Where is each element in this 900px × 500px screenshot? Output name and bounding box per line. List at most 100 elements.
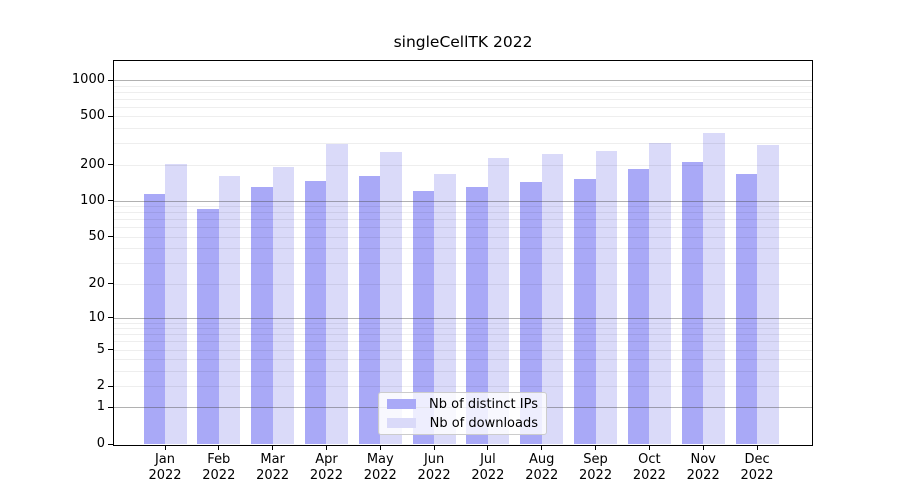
y-tick-label: 200 bbox=[80, 156, 105, 172]
grid-line-minor bbox=[114, 206, 812, 208]
y-tick-label: 0 bbox=[96, 436, 105, 451]
bar-downloads bbox=[649, 143, 671, 444]
x-tick-mark bbox=[164, 446, 166, 450]
legend: Nb of distinct IPs Nb of downloads bbox=[378, 392, 547, 435]
bar-downloads bbox=[218, 175, 241, 444]
y-tick-mark bbox=[108, 283, 113, 285]
x-tick-label-line: Jun bbox=[423, 452, 445, 467]
legend-label: Nb of downloads bbox=[429, 415, 538, 431]
grid-line-minor bbox=[114, 328, 812, 330]
y-tick-mark bbox=[108, 406, 113, 408]
bar-distinct-ips bbox=[466, 187, 488, 444]
x-tick-label: May 2022 bbox=[350, 452, 410, 483]
y-tick-mark bbox=[108, 317, 113, 319]
x-tick-label-line: 2022 bbox=[632, 467, 666, 483]
y-tick-mark bbox=[108, 349, 113, 351]
grid-line-minor bbox=[114, 283, 812, 285]
grid-line-minor bbox=[114, 334, 812, 336]
x-tick-label: Jun 2022 bbox=[404, 452, 464, 483]
y-tick-mark bbox=[108, 79, 113, 81]
y-tick-label: 5 bbox=[96, 341, 105, 357]
x-tick-label-line: 2022 bbox=[202, 467, 236, 483]
grid-line-minor bbox=[114, 85, 812, 87]
y-tick-label: 1 bbox=[96, 399, 105, 415]
legend-swatch-downloads bbox=[387, 418, 416, 428]
x-tick-label-line: 2022 bbox=[417, 467, 451, 483]
grid-line-major bbox=[114, 80, 812, 81]
grid-line-minor bbox=[114, 219, 812, 221]
x-tick-label-line: 2022 bbox=[256, 467, 290, 483]
x-tick-label-line: Feb bbox=[207, 452, 231, 467]
bar-downloads bbox=[595, 150, 618, 444]
grid-line-minor bbox=[114, 263, 812, 265]
x-tick-mark bbox=[325, 446, 327, 450]
x-tick-label-line: May bbox=[366, 452, 394, 467]
bar-downloads bbox=[703, 132, 725, 444]
x-tick-label-line: Apr bbox=[315, 452, 338, 467]
y-tick-mark bbox=[108, 385, 113, 387]
x-tick-label-line: Nov bbox=[690, 452, 716, 467]
grid-line-major bbox=[114, 200, 812, 202]
bar-distinct-ips bbox=[735, 173, 758, 444]
y-tick-mark bbox=[108, 443, 113, 445]
x-tick-mark bbox=[433, 446, 435, 450]
x-tick-mark bbox=[702, 446, 704, 450]
bar-downloads bbox=[541, 153, 564, 444]
grid-line-minor bbox=[114, 98, 812, 100]
y-tick-label: 500 bbox=[80, 108, 105, 124]
x-tick-label-line: 2022 bbox=[471, 467, 505, 483]
bar-distinct-ips bbox=[681, 161, 704, 444]
y-tick-mark bbox=[108, 164, 113, 166]
x-tick-label: Feb 2022 bbox=[189, 452, 249, 483]
x-tick-label-line: 2022 bbox=[740, 467, 774, 483]
bar-distinct-ips bbox=[304, 181, 327, 444]
y-tick-mark bbox=[108, 115, 113, 117]
bar-downloads bbox=[487, 158, 510, 444]
grid-line-minor bbox=[114, 143, 812, 145]
grid-line-minor bbox=[114, 116, 812, 118]
legend-entry: Nb of distinct IPs bbox=[387, 397, 538, 412]
x-tick-label-line: Aug bbox=[529, 452, 555, 467]
y-tick-label: 1000 bbox=[71, 72, 105, 87]
x-tick-label-line: Sep bbox=[583, 452, 608, 467]
legend-swatch-distinct-ips bbox=[387, 399, 416, 409]
x-tick-label: Jan 2022 bbox=[135, 452, 195, 483]
x-tick-label: Mar 2022 bbox=[243, 452, 303, 483]
x-tick-label: Jul 2022 bbox=[458, 452, 518, 483]
x-tick-label: Dec 2022 bbox=[727, 452, 787, 483]
bar-distinct-ips bbox=[197, 209, 219, 444]
x-tick-mark bbox=[541, 446, 543, 450]
bar-distinct-ips bbox=[520, 181, 542, 444]
x-tick-label-line: Oct bbox=[638, 452, 661, 467]
grid-line-minor bbox=[114, 236, 812, 238]
x-tick-label-line: 2022 bbox=[525, 467, 559, 483]
bar-distinct-ips bbox=[143, 193, 165, 444]
x-tick-label-line: Jan bbox=[154, 452, 176, 467]
x-tick-label-line: 2022 bbox=[148, 467, 182, 483]
bar-downloads bbox=[165, 163, 187, 444]
bar-downloads bbox=[434, 174, 456, 444]
x-tick-mark bbox=[487, 446, 489, 450]
x-tick-mark bbox=[379, 446, 381, 450]
chart-title: singleCellTK 2022 bbox=[393, 33, 533, 51]
x-tick-mark bbox=[648, 446, 650, 450]
y-tick-label: 50 bbox=[88, 228, 105, 244]
grid-line-minor bbox=[114, 91, 812, 93]
grid-line-minor bbox=[114, 370, 812, 372]
x-tick-label: Oct 2022 bbox=[619, 452, 679, 483]
bar-distinct-ips bbox=[251, 187, 273, 444]
grid-line-minor bbox=[114, 386, 812, 388]
x-tick-mark bbox=[218, 446, 220, 450]
bar-distinct-ips bbox=[358, 175, 381, 444]
grid-line-minor bbox=[114, 227, 812, 229]
x-tick-label: Sep 2022 bbox=[566, 452, 626, 483]
y-tick-label: 10 bbox=[88, 309, 105, 325]
bar-distinct-ips bbox=[412, 190, 435, 444]
grid-line-minor bbox=[114, 128, 812, 130]
x-tick-label: Apr 2022 bbox=[296, 452, 356, 483]
x-tick-label-line: Dec bbox=[744, 452, 770, 467]
x-tick-mark bbox=[595, 446, 597, 450]
legend-label: Nb of distinct IPs bbox=[429, 396, 538, 412]
x-tick-label-line: 2022 bbox=[579, 467, 613, 483]
